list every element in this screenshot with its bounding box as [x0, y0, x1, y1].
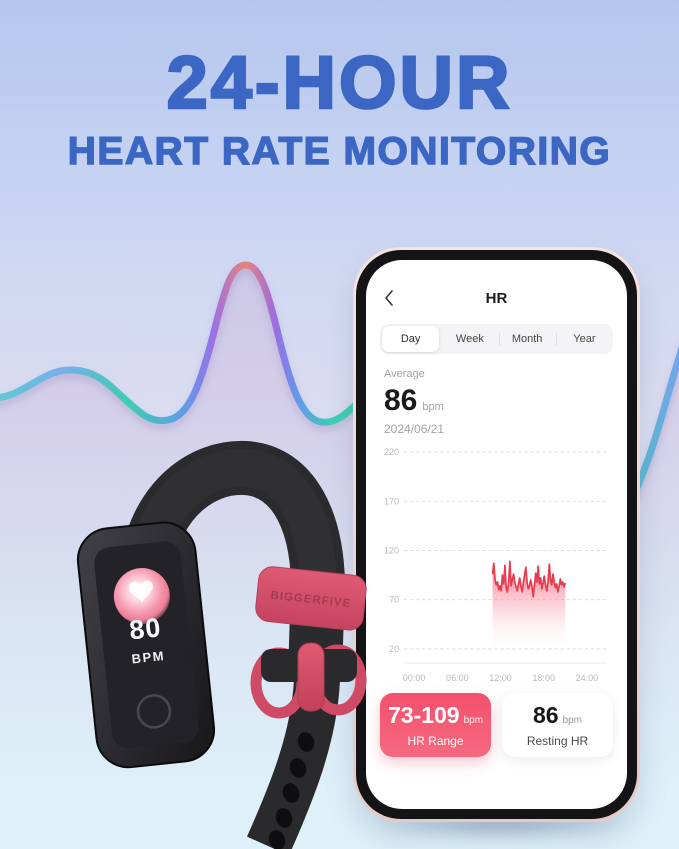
chart-ytick: 120 — [384, 545, 399, 555]
watch-touch-button — [136, 694, 172, 729]
tab-day[interactable]: Day — [382, 326, 440, 352]
hr-range-unit: bpm — [463, 715, 484, 727]
headline-line1: 24-HOUR — [165, 41, 513, 124]
phone-bezel: HR Day Week Month Year Average 86 bpm 20… — [356, 250, 637, 819]
hr-area-fill — [492, 561, 566, 646]
chart-axis-labels: 220 170 120 70 20 00:00 06:00 12:00 18:00 24:00 — [384, 447, 598, 683]
chart-xtick: 18:00 — [532, 673, 555, 683]
fitness-band: 80 BPM BIGGERFIVE — [76, 440, 367, 849]
chart-ytick: 220 — [384, 447, 399, 457]
chart-xtick: 24:00 — [576, 673, 599, 683]
app-header: HR — [380, 286, 613, 312]
average-row: 86 bpm — [384, 384, 613, 418]
strap-holes — [268, 732, 315, 849]
hr-range-value-row: 73-109 bpm — [388, 702, 483, 729]
headline: 24-HOUR HEART RATE MONITORING — [0, 41, 679, 173]
chart-xtick: 06:00 — [446, 673, 469, 683]
hr-range-label: HR Range — [407, 734, 464, 749]
stat-cards: 73-109 bpm HR Range 86 bpm Resting HR — [380, 693, 613, 758]
back-button[interactable] — [380, 289, 398, 309]
resting-hr-label: Resting HR — [526, 734, 589, 749]
resting-hr-value: 86 — [532, 702, 559, 729]
resting-hr-value-row: 86 bpm — [533, 702, 582, 729]
watch-hr-value: 80 — [128, 612, 163, 645]
hr-summary: Average 86 bpm 2024/06/21 — [380, 368, 613, 436]
phone-mockup: HR Day Week Month Year Average 86 bpm 20… — [353, 247, 640, 822]
tab-year[interactable]: Year — [555, 324, 613, 354]
hr-range-value: 73-109 — [387, 702, 460, 729]
chart-series — [491, 560, 567, 646]
resting-hr-card: 86 bpm Resting HR — [502, 693, 613, 758]
band-keeper: BIGGERFIVE — [255, 566, 367, 631]
date-label: 2024/06/21 — [384, 422, 445, 436]
chart-xtick: 00:00 — [403, 673, 426, 683]
band-buckle — [250, 642, 367, 719]
screen-title: HR — [485, 290, 508, 307]
chevron-left-icon — [385, 290, 393, 306]
average-unit: bpm — [422, 401, 444, 413]
chart-xtick: 12:00 — [489, 673, 512, 683]
watch-hr-unit: BPM — [131, 648, 166, 666]
period-tabs: Day Week Month Year — [380, 324, 613, 354]
chart-grid — [404, 451, 607, 664]
hr-range-card: 73-109 bpm HR Range — [380, 693, 491, 758]
average-label: Average — [384, 368, 425, 380]
chart-ytick: 70 — [389, 595, 399, 605]
hr-line — [491, 560, 567, 598]
chart-ytick: 170 — [384, 496, 399, 506]
average-value: 86 — [384, 384, 418, 417]
chart-ytick: 20 — [389, 644, 399, 654]
hr-app-screen: HR Day Week Month Year Average 86 bpm 20… — [366, 260, 627, 809]
heart-glyph — [128, 580, 153, 603]
watch-face: 80 BPM — [76, 521, 216, 769]
tab-month[interactable]: Month — [498, 324, 556, 354]
hr-day-chart: 220 170 120 70 20 00:00 06:00 12:00 18:00 24:00 — [384, 447, 607, 683]
resting-hr-unit: bpm — [562, 715, 583, 727]
headline-line2: HEART RATE MONITORING — [67, 130, 612, 173]
tab-week[interactable]: Week — [455, 333, 484, 345]
